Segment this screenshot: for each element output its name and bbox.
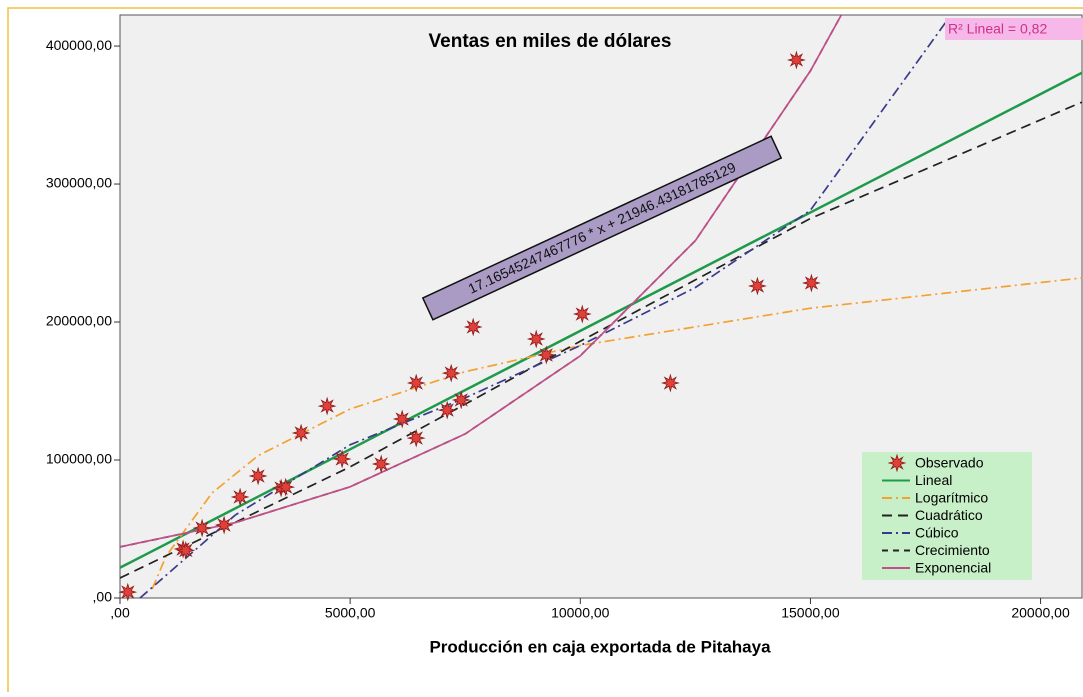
point [214, 515, 234, 535]
y-tick-label: 200000,00 [46, 313, 112, 329]
point [786, 50, 806, 70]
r2-label: R² Lineal = 0,82 [948, 21, 1047, 37]
r2-box [945, 18, 1083, 40]
x-tick-label: 15000,00 [781, 605, 840, 621]
y-tick-label: 400000,00 [46, 37, 112, 53]
point [451, 390, 471, 410]
point [747, 276, 767, 296]
y-tick-label: 300000,00 [46, 175, 112, 191]
point [463, 317, 483, 337]
point [118, 582, 138, 602]
fit-line [139, 17, 950, 598]
point [291, 423, 311, 443]
points [118, 50, 821, 602]
legend-label: Cúbico [915, 525, 959, 541]
point [661, 373, 680, 393]
point [572, 304, 592, 324]
legend-marker [887, 453, 907, 473]
y-tick-label: 100000,00 [46, 451, 112, 467]
x-tick-label: 20000,00 [1011, 605, 1070, 621]
point [276, 477, 296, 497]
point [176, 540, 196, 560]
x-axis-title: Producción en caja exportada de Pitahaya [429, 637, 771, 656]
point [371, 454, 391, 474]
point [536, 345, 556, 365]
legend-label: Crecimiento [915, 542, 990, 558]
legend-label: Observado [915, 455, 984, 471]
point [441, 363, 461, 383]
point [248, 466, 268, 486]
fit-line [151, 277, 1082, 590]
legend-label: Exponencial [915, 560, 991, 576]
fit-line [120, 101, 1082, 579]
legend-label: Logarítmico [915, 490, 988, 506]
legend-label: Lineal [915, 472, 952, 488]
point [230, 487, 250, 507]
outer-frame [7, 7, 1083, 697]
point [406, 428, 426, 448]
y-tick-label: ,00 [93, 589, 113, 605]
x-tick-label: ,00 [110, 605, 130, 621]
x-tick-label: 10000,00 [551, 605, 610, 621]
point [317, 396, 337, 416]
point [392, 409, 412, 429]
point [526, 329, 546, 349]
legend-label: Cuadrático [915, 507, 983, 523]
point [437, 400, 457, 420]
point [192, 518, 212, 538]
point [801, 273, 821, 293]
x-tick-label: 5000,00 [325, 605, 376, 621]
point [406, 373, 426, 393]
chart-title: Ventas en miles de dólares [429, 31, 672, 52]
point [332, 449, 352, 469]
equation-box [421, 135, 783, 321]
fit-line [120, 15, 843, 548]
